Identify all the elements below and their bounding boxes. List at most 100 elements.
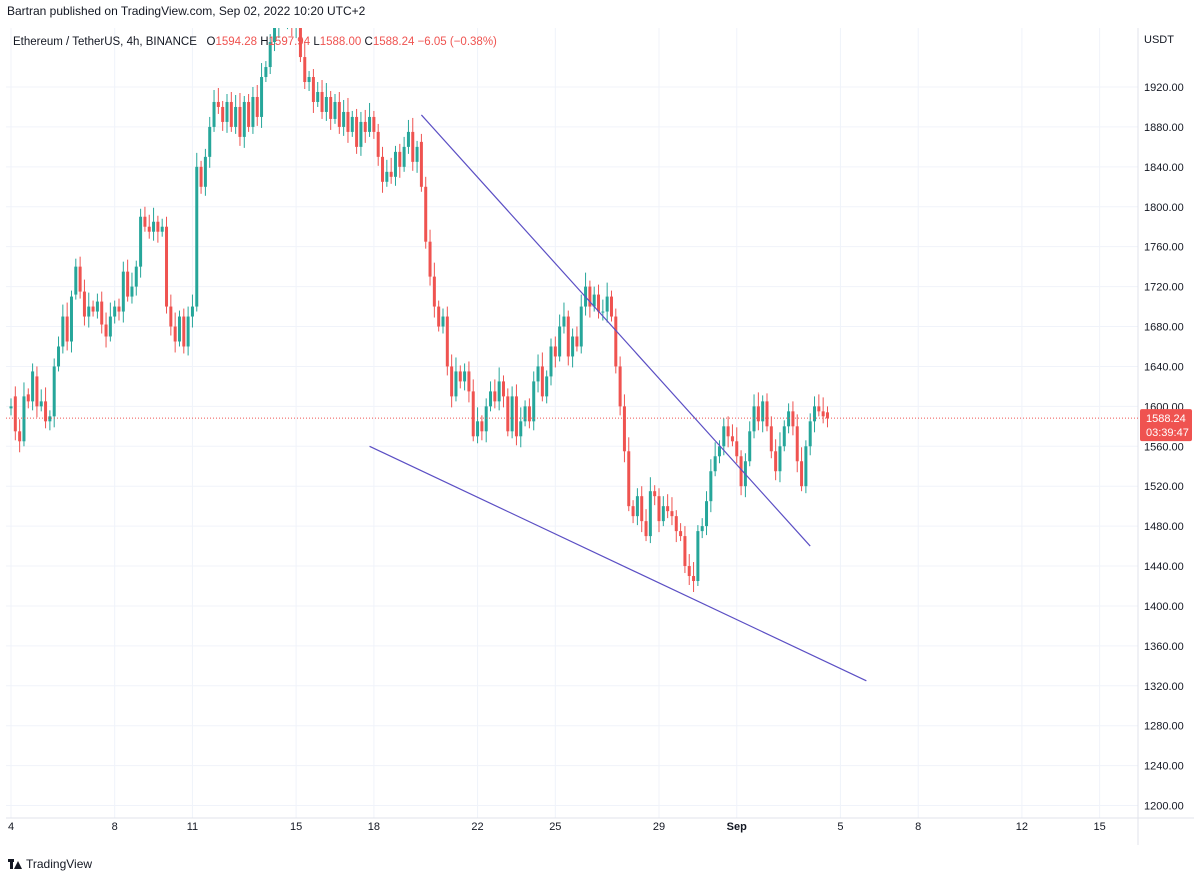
candle-body[interactable] [713, 456, 717, 472]
candle-body[interactable] [216, 101, 220, 107]
candle-body[interactable] [255, 96, 259, 117]
candle-body[interactable] [648, 491, 652, 537]
candle-body[interactable] [791, 411, 795, 427]
candle-body[interactable] [787, 411, 791, 427]
candle-body[interactable] [622, 406, 626, 452]
candle-body[interactable] [57, 346, 61, 367]
candle-body[interactable] [350, 116, 354, 132]
candle-body[interactable] [44, 401, 48, 422]
candle-body[interactable] [273, 28, 277, 43]
candle-body[interactable] [78, 266, 82, 292]
candle-body[interactable] [514, 396, 518, 437]
candle-body[interactable] [186, 316, 190, 347]
candle-body[interactable] [774, 451, 778, 472]
candle-body[interactable] [566, 316, 570, 357]
candle-body[interactable] [489, 391, 493, 407]
candle-body[interactable] [683, 536, 687, 567]
candle-body[interactable] [229, 101, 233, 127]
candle-body[interactable] [432, 276, 436, 307]
candle-body[interactable] [320, 91, 324, 112]
candle-body[interactable] [126, 271, 130, 297]
candle-body[interactable] [195, 166, 199, 307]
candle-body[interactable] [532, 381, 536, 422]
candle-body[interactable] [251, 96, 255, 127]
candle-body[interactable] [199, 166, 203, 187]
candle-body[interactable] [139, 216, 143, 267]
candle-body[interactable] [575, 336, 579, 347]
candle-body[interactable] [298, 28, 302, 58]
candle-body[interactable] [190, 306, 194, 317]
candle-body[interactable] [545, 376, 549, 397]
candle-body[interactable] [726, 426, 730, 437]
candle-body[interactable] [242, 101, 246, 137]
candle-body[interactable] [635, 496, 639, 517]
candle-body[interactable] [756, 406, 760, 422]
candle-body[interactable] [234, 106, 238, 127]
candle-body[interactable] [316, 91, 320, 102]
candle-body[interactable] [74, 266, 78, 295]
candle-body[interactable] [540, 366, 544, 397]
candle-body[interactable] [160, 226, 164, 232]
candle-body[interactable] [247, 101, 251, 127]
candle-body[interactable] [91, 306, 95, 312]
candle-body[interactable] [87, 306, 91, 317]
candle-body[interactable] [121, 271, 125, 312]
candle-body[interactable] [342, 111, 346, 127]
candle-body[interactable] [687, 566, 691, 577]
candle-body[interactable] [527, 406, 531, 422]
candle-body[interactable] [415, 146, 419, 162]
candle-body[interactable] [813, 406, 817, 422]
candle-body[interactable] [208, 126, 212, 157]
candle-body[interactable] [804, 446, 808, 487]
candle-body[interactable] [268, 42, 272, 68]
candle-body[interactable] [355, 116, 359, 147]
candle-body[interactable] [238, 106, 242, 137]
candle-body[interactable] [31, 371, 35, 402]
chart-area[interactable]: 1920.00 1880.00 1840.00 1800.00 1760.00 1720.… [6, 28, 1194, 845]
candle-body[interactable] [549, 346, 553, 377]
candle-body[interactable] [592, 294, 596, 307]
candle-body[interactable] [739, 456, 743, 487]
candle-body[interactable] [264, 67, 268, 78]
candle-body[interactable] [821, 411, 825, 417]
candle-body[interactable] [717, 446, 721, 457]
candle-body[interactable] [666, 506, 670, 512]
candle-body[interactable] [22, 396, 26, 442]
candle-body[interactable] [39, 401, 43, 407]
candle-body[interactable] [130, 286, 134, 297]
candle-body[interactable] [18, 431, 22, 442]
candle-body[interactable] [467, 371, 471, 392]
candle-body[interactable] [9, 406, 13, 409]
candle-body[interactable] [601, 311, 605, 313]
candle-body[interactable] [100, 301, 104, 325]
candle-body[interactable] [108, 316, 112, 337]
candle-body[interactable] [670, 511, 674, 517]
candle-body[interactable] [825, 412, 829, 419]
candle-body[interactable] [493, 391, 497, 402]
candle-body[interactable] [260, 77, 264, 117]
candle-body[interactable] [782, 426, 786, 447]
trendline[interactable] [369, 445, 867, 682]
candle-body[interactable] [389, 171, 393, 177]
candle-body[interactable] [152, 221, 156, 232]
candle-body[interactable] [156, 221, 160, 232]
candle-body[interactable] [324, 96, 328, 112]
candle-body[interactable] [48, 416, 52, 422]
candle-body[interactable] [558, 326, 562, 357]
candle-body[interactable] [588, 286, 592, 307]
candle-body[interactable] [631, 506, 635, 517]
candle-body[interactable] [735, 441, 739, 457]
candle-body[interactable] [69, 296, 73, 342]
candle-body[interactable] [536, 366, 540, 382]
candle-body[interactable] [165, 226, 169, 307]
symbol-name[interactable]: Ethereum / TetherUS, 4h, BINANCE [13, 36, 197, 48]
candle-body[interactable] [52, 366, 56, 417]
candle-body[interactable] [203, 156, 207, 187]
candle-body[interactable] [480, 421, 484, 432]
candlestick-chart[interactable]: 1920.00 1880.00 1840.00 1800.00 1760.00 1720.… [6, 28, 1194, 845]
candle-body[interactable] [182, 316, 186, 347]
candle-body[interactable] [445, 316, 449, 367]
candle-body[interactable] [346, 111, 350, 132]
candle-body[interactable] [722, 426, 726, 447]
candle-body[interactable] [82, 291, 86, 317]
